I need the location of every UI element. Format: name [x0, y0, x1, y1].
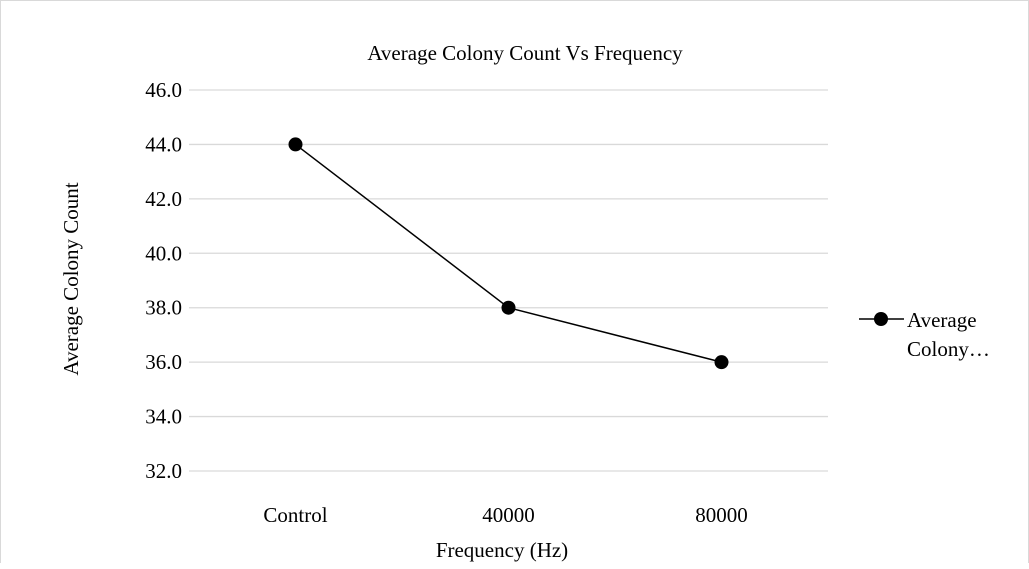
legend-label-line-1: Average [907, 308, 977, 332]
y-tick-label: 32.0 [145, 459, 182, 483]
gridlines [189, 89, 828, 472]
data-point [714, 355, 729, 370]
y-tick-label: 38.0 [145, 296, 182, 320]
chart-title: Average Colony Count Vs Frequency [367, 41, 683, 65]
y-axis-label: Average Colony Count [59, 182, 83, 375]
data-point [288, 137, 303, 152]
x-axis-label: Frequency (Hz) [436, 538, 568, 562]
y-tick-label: 44.0 [145, 132, 182, 156]
legend-label-line-2: Colony… [907, 337, 990, 361]
data-point [501, 300, 516, 315]
y-tick-label: 42.0 [145, 187, 182, 211]
series-layer [288, 137, 729, 370]
y-tick-label: 36.0 [145, 350, 182, 374]
x-tick-label: 40000 [482, 503, 535, 527]
legend-marker [874, 312, 888, 326]
legend: Average Colony… [859, 308, 990, 361]
y-tick-label: 34.0 [145, 405, 182, 429]
x-tick-label: Control [263, 503, 327, 527]
x-tick-labels: Control 40000 80000 [263, 503, 747, 527]
y-tick-label: 40.0 [145, 241, 182, 265]
y-tick-labels: 32.0 34.0 36.0 38.0 40.0 42.0 44.0 46.0 [145, 78, 182, 483]
y-tick-label: 46.0 [145, 78, 182, 102]
legend-label: Average Colony… [907, 308, 990, 361]
x-tick-label: 80000 [695, 503, 748, 527]
